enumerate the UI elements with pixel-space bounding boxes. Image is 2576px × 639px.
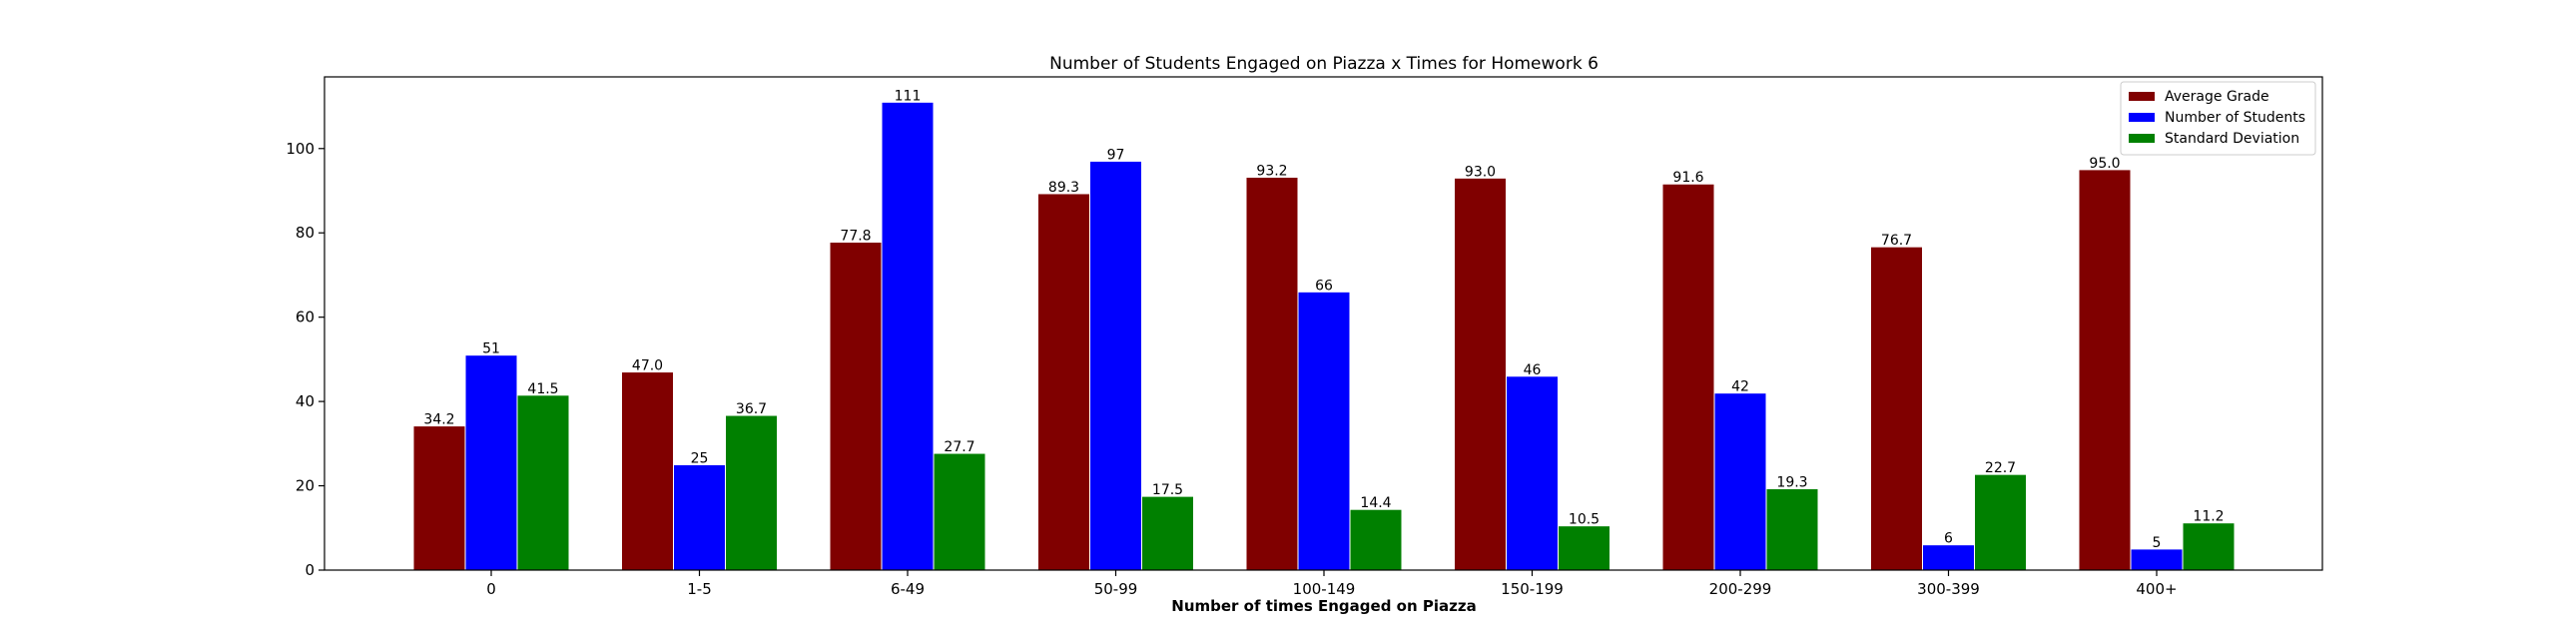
bar	[1297, 291, 1351, 571]
y-tick-label: 80	[296, 224, 315, 242]
x-tick-label: 400+	[2136, 580, 2177, 598]
bar	[1089, 160, 1142, 571]
bar	[1506, 375, 1559, 571]
bar	[673, 463, 726, 571]
bar	[725, 414, 778, 571]
series-number-of-students: 51 25 111 97 66 46 42 6 5	[464, 88, 2184, 571]
x-tick-label: 300-399	[1917, 580, 1980, 598]
bar-value-label: 36.7	[736, 401, 767, 417]
x-tick-label: 6-49	[891, 580, 925, 598]
bar-value-label: 42	[1731, 379, 1749, 395]
legend-entry-label: Average Grade	[2165, 89, 2269, 105]
plot-area: 34.2 47.0 77.8 89.3 93.2 93.0 91.6 76.7 95.0 51 25…	[286, 76, 2323, 598]
bar-value-label: 89.3	[1048, 180, 1079, 196]
y-tick-label: 40	[296, 392, 315, 410]
bar-value-label: 14.4	[1360, 495, 1391, 511]
bar	[1558, 525, 1610, 571]
bar-value-label: 25	[691, 450, 709, 466]
x-tick-label: 1-5	[687, 580, 712, 598]
legend-entry-label: Standard Deviation	[2165, 131, 2299, 147]
legend-box	[2120, 81, 2316, 156]
legend-swatch	[2129, 92, 2155, 101]
bar	[1713, 392, 1767, 571]
x-tick-label: 0	[486, 580, 496, 598]
bar	[1870, 246, 1923, 571]
y-tick-label: 20	[296, 477, 315, 495]
bar-value-label: 46	[1524, 362, 1542, 378]
bar-value-label: 97	[1107, 147, 1125, 163]
bar-value-label: 17.5	[1152, 482, 1183, 498]
bar-value-label: 77.8	[840, 229, 871, 245]
bar-value-label: 76.7	[1881, 233, 1912, 249]
y-axis: 0 20 40 60 80 100	[286, 140, 324, 579]
x-tick-label: 150-199	[1501, 580, 1564, 598]
bar-value-label: 93.2	[1256, 163, 1287, 179]
y-tick-label: 100	[286, 140, 315, 158]
bar	[1349, 508, 1403, 571]
bar	[1141, 495, 1194, 571]
bar	[881, 101, 935, 571]
bar-value-label: 34.2	[423, 412, 454, 428]
bar-value-label: 95.0	[2089, 156, 2120, 172]
series-average-grade: 34.2 47.0 77.8 89.3 93.2 93.0 91.6 76.7 95.0	[412, 156, 2132, 571]
bar-value-label: 41.5	[527, 381, 558, 397]
bar-value-label: 22.7	[1985, 460, 2016, 476]
bar-value-label: 27.7	[944, 439, 974, 455]
bar	[1245, 176, 1299, 571]
bar-value-label: 6	[1944, 531, 1953, 547]
bar	[829, 242, 883, 571]
legend-entry-label: Number of Students	[2165, 110, 2305, 126]
x-tick-label: 200-299	[1709, 580, 1772, 598]
bar-value-label: 5	[2153, 535, 2162, 551]
bar-value-label: 66	[1315, 278, 1333, 294]
chart-title: Number of Students Engaged on Piazza x T…	[1049, 54, 1599, 74]
bar-value-label: 51	[482, 341, 500, 357]
bar-value-label: 93.0	[1465, 164, 1496, 180]
legend-swatch	[2129, 134, 2155, 143]
bar	[464, 354, 518, 571]
x-axis-label: Number of times Engaged on Piazza	[1171, 597, 1476, 615]
bar	[1974, 473, 2027, 571]
bar-value-label: 19.3	[1776, 475, 1807, 491]
legend-swatch	[2129, 113, 2155, 122]
bar-value-label: 10.5	[1569, 512, 1600, 528]
x-tick-label: 50-99	[1094, 580, 1138, 598]
bar	[2130, 548, 2184, 571]
bar	[1661, 183, 1715, 571]
bar	[1454, 177, 1507, 571]
series-standard-deviation: 41.5 36.7 27.7 17.5 14.4 10.5 19.3 22.7 11.2	[516, 381, 2236, 571]
bar	[2182, 522, 2236, 571]
y-tick-label: 0	[305, 561, 315, 579]
bar	[1037, 193, 1090, 571]
bar	[621, 371, 674, 571]
bar	[933, 452, 986, 571]
y-tick-label: 60	[296, 309, 315, 326]
bar	[1765, 488, 1819, 571]
bar	[516, 394, 570, 571]
bar	[2078, 169, 2132, 571]
legend: Average Grade Number of Students Standard …	[2120, 81, 2316, 156]
bar-value-label: 91.6	[1672, 170, 1703, 186]
bar-value-label: 11.2	[2193, 509, 2224, 525]
x-axis: 0 1-5 6-49 50-99 100-149 150-199 200-299 300-39…	[486, 570, 2178, 598]
bar	[1922, 544, 1975, 571]
bar	[412, 425, 466, 571]
x-tick-label: 100-149	[1293, 580, 1356, 598]
bar-value-label: 47.0	[632, 358, 663, 374]
bar-value-label: 111	[895, 88, 922, 104]
